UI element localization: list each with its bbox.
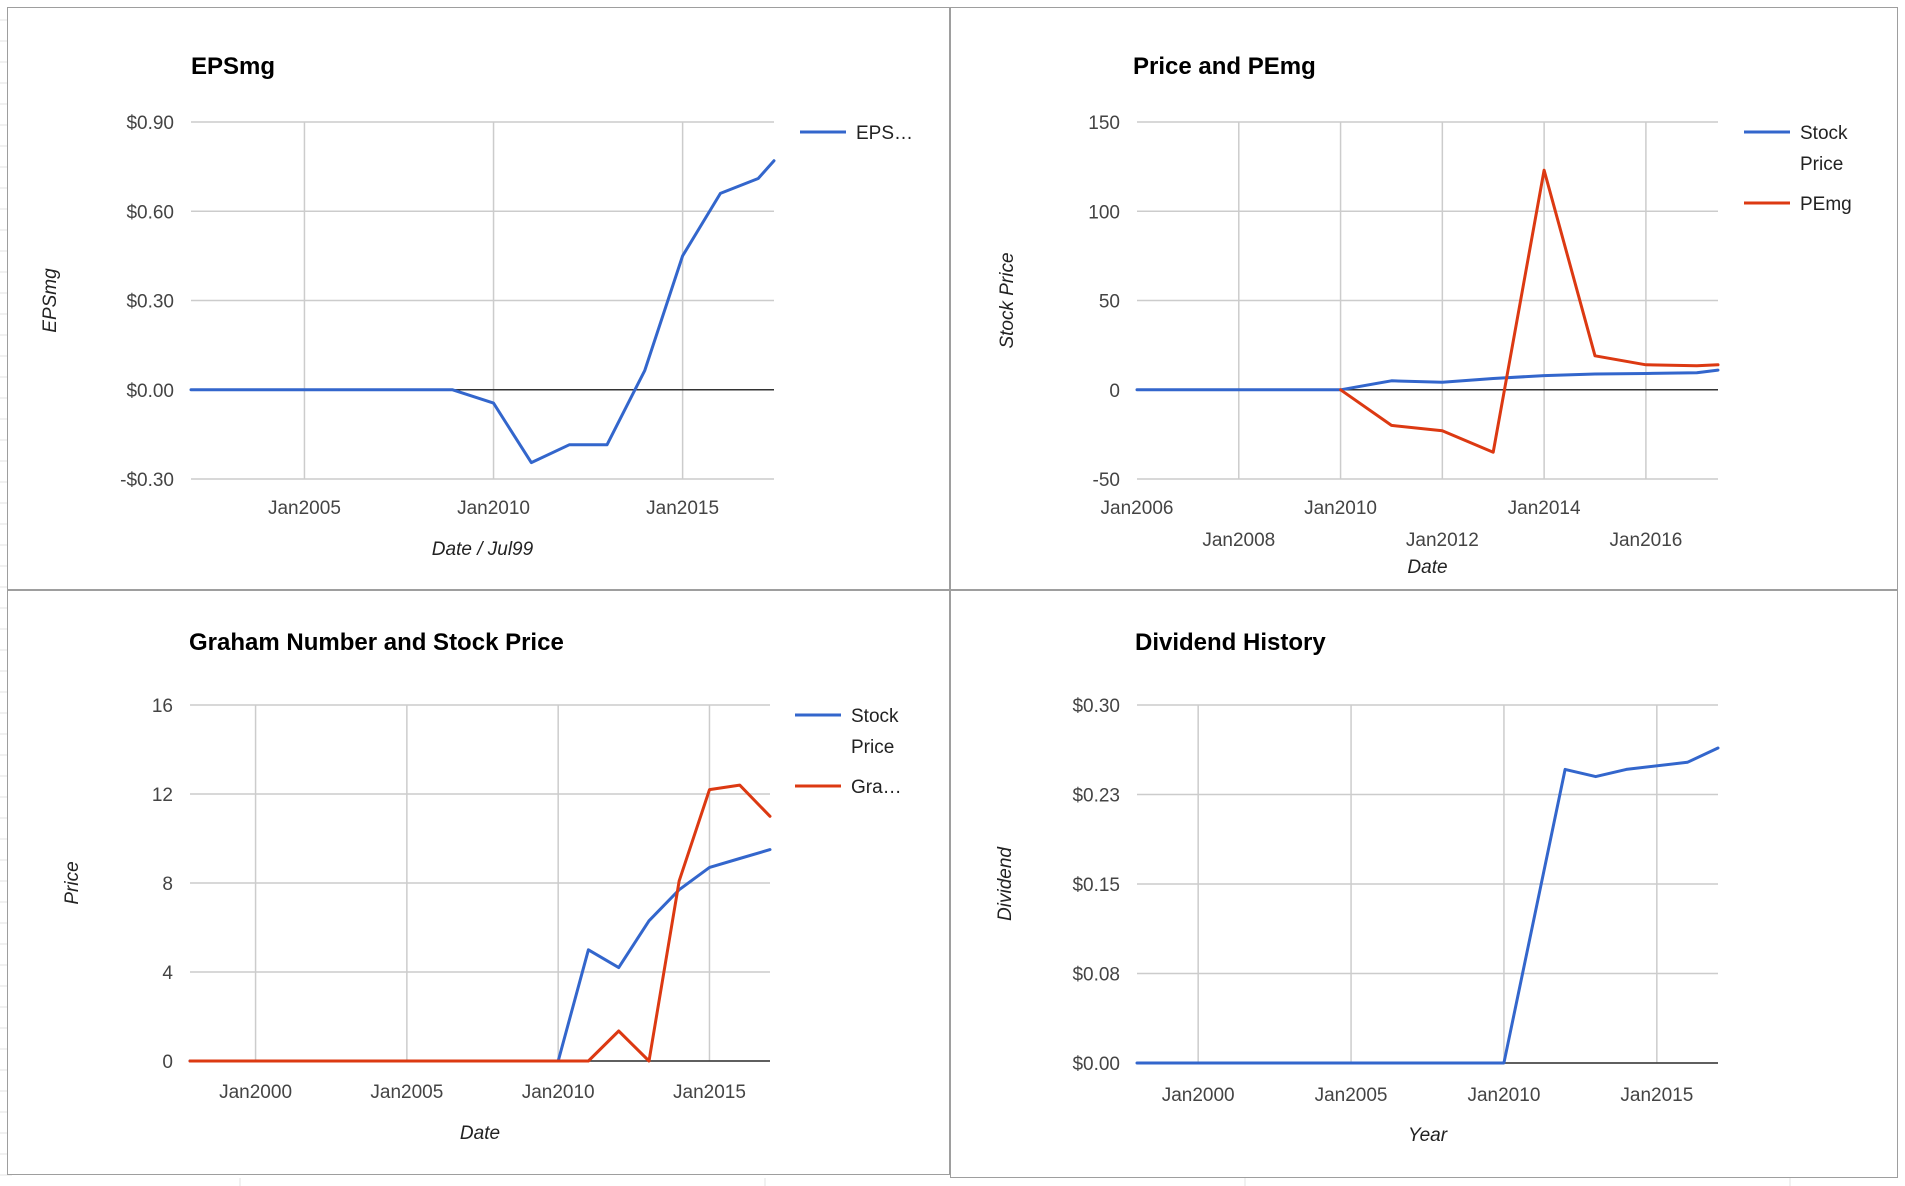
dividend-history-chart: Dividend History $0.00 $0.08 $0.15 $0.23 $0.3…	[995, 629, 1720, 1146]
legend-label-stock-price: Price	[851, 737, 894, 758]
x-tick-label: Jan2014	[1508, 498, 1581, 519]
y-tick-label: 100	[1088, 202, 1120, 223]
x-tick-label: Jan2000	[1162, 1085, 1235, 1106]
x-tick-label: Jan2010	[1467, 1085, 1540, 1106]
legend-label-stock-price: Price	[1800, 154, 1843, 175]
chart-panel-dividend-history[interactable]: Dividend History $0.00 $0.08 $0.15 $0.23 $0.3…	[950, 590, 1898, 1178]
legend-label-eps: EPS…	[856, 123, 913, 144]
y-tick-label: $0.00	[126, 381, 174, 402]
series-line-pemg	[1339, 168, 1720, 454]
graham-number-chart: Graham Number and Stock Price 0 4 8 12 16 Jan2…	[62, 629, 902, 1144]
price-and-pemg-chart: Price and PEmg -50 0 50 100 150 Jan2006 Jan2008…	[997, 53, 1852, 578]
x-tick-label: Jan2008	[1202, 530, 1275, 551]
x-tick-label: Jan2006	[1101, 498, 1174, 519]
y-axis-title: EPSmg	[40, 268, 61, 333]
chart-title: EPSmg	[191, 53, 275, 80]
y-tick-label: $0.90	[126, 113, 174, 134]
legend-label-stock-price: Stock	[1800, 123, 1848, 144]
x-tick-label: Jan2010	[1304, 498, 1377, 519]
chart-title: Graham Number and Stock Price	[189, 629, 564, 656]
y-tick-label: $0.60	[126, 202, 174, 223]
y-tick-label: 4	[162, 963, 173, 984]
x-tick-label: Jan2010	[457, 498, 530, 519]
series-line-stock-price	[1135, 368, 1720, 392]
y-axis-title: Stock Price	[997, 252, 1018, 348]
epsmg-chart: EPSmg -$0.30 $0.00 $0.30 $0.60 $0.90 Jan2005 Ja…	[40, 53, 913, 560]
legend-label-gra: Gra…	[851, 777, 902, 798]
chart-title: Dividend History	[1135, 629, 1326, 656]
x-tick-label: Jan2015	[646, 498, 719, 519]
y-tick-label: 8	[162, 874, 173, 895]
y-axis-title: Price	[62, 861, 83, 904]
y-axis-title: Dividend	[995, 846, 1016, 921]
chart-panel-graham-number[interactable]: Graham Number and Stock Price 0 4 8 12 16 Jan2…	[7, 590, 950, 1175]
legend-label-pemg: PEmg	[1800, 194, 1852, 215]
x-tick-label: Jan2005	[268, 498, 341, 519]
legend-label-stock-price: Stock	[851, 706, 899, 727]
chart-title: Price and PEmg	[1133, 53, 1316, 80]
series-line-dividend	[1135, 746, 1720, 1065]
y-tick-label: 150	[1088, 113, 1120, 134]
y-tick-label: 50	[1099, 292, 1120, 313]
x-tick-label: Jan2005	[1315, 1085, 1388, 1106]
y-tick-label: $0.15	[1072, 875, 1120, 896]
series-line-eps	[189, 159, 776, 465]
chart-panel-epsmg[interactable]: EPSmg -$0.30 $0.00 $0.30 $0.60 $0.90 Jan2005 Ja…	[7, 7, 950, 590]
y-tick-label: 0	[1109, 381, 1120, 402]
x-axis-title: Year	[1408, 1125, 1448, 1146]
y-tick-label: $0.23	[1072, 786, 1120, 807]
y-tick-label: $0.30	[126, 292, 174, 313]
chart-panel-price-and-pemg[interactable]: Price and PEmg -50 0 50 100 150 Jan2006 Jan2008…	[950, 7, 1898, 590]
x-tick-label: Jan2015	[1620, 1085, 1693, 1106]
y-tick-label: 0	[162, 1052, 173, 1073]
x-tick-label: Jan2016	[1609, 530, 1682, 551]
y-tick-label: 12	[152, 785, 173, 806]
x-axis-title: Date	[460, 1123, 500, 1144]
y-tick-label: -$0.30	[120, 470, 174, 491]
x-axis-title: Date / Jul99	[432, 539, 534, 560]
x-tick-label: Jan2012	[1406, 530, 1479, 551]
y-tick-label: $0.30	[1072, 696, 1120, 717]
x-tick-label: Jan2005	[370, 1082, 443, 1103]
x-tick-label: Jan2010	[522, 1082, 595, 1103]
series-line-stock-price	[188, 848, 772, 1063]
x-tick-label: Jan2015	[673, 1082, 746, 1103]
y-tick-label: $0.00	[1072, 1054, 1120, 1075]
y-tick-label: $0.08	[1072, 965, 1120, 986]
series-line-gra	[188, 783, 772, 1063]
x-tick-label: Jan2000	[219, 1082, 292, 1103]
x-axis-title: Date	[1407, 557, 1447, 578]
y-tick-label: 16	[152, 696, 173, 717]
y-tick-label: -50	[1093, 470, 1120, 491]
